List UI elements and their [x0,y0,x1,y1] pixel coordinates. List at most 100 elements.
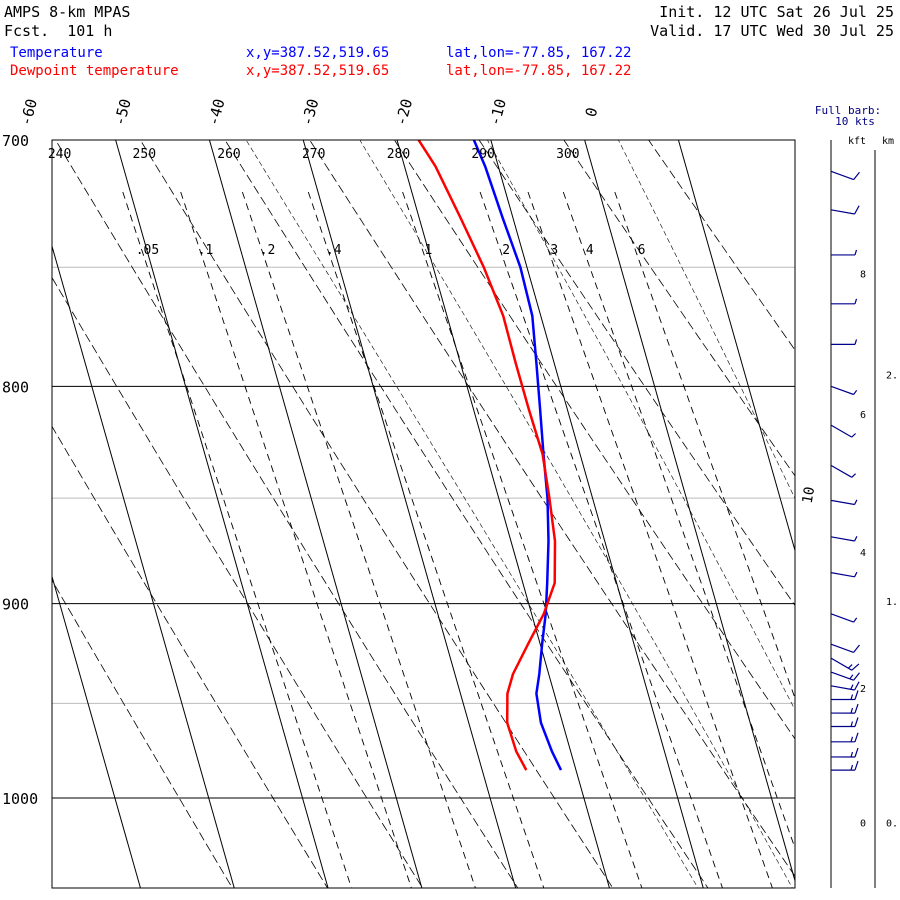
mixing-ratio-label: .2 [260,243,276,258]
isotherm-line [302,140,517,888]
wind-barb [830,499,858,506]
wind-barb [830,339,858,345]
legend-temperature-xy: x,y=387.52,519.65 [246,45,390,61]
moist-adiabat-line [359,140,793,888]
dry-adiabat-line [224,140,709,888]
legend-temperature-name: Temperature [10,45,103,61]
dry-adiabat-line [52,425,328,888]
height-kft-label: 8 [860,270,866,281]
isotherm-line [0,140,47,888]
wind-barb [830,732,859,743]
dry-adiabat-label: 290 [471,147,494,162]
barb-key-line1: Full barb: [815,104,881,117]
legend-dewpoint-xy: x,y=387.52,519.65 [246,63,390,79]
mixing-ratio-line [527,191,773,888]
wind-barb [830,385,858,396]
wind-barb [830,249,858,256]
dry-adiabat-label: 260 [217,147,240,162]
pressure-tick-label: 1000 [2,790,38,808]
height-kft-label: 4 [860,548,866,559]
isotherm-line [490,140,704,888]
moist-adiabat-line [487,140,795,711]
isotherm-tick-label: -30 [298,97,322,128]
isotherm-tick-label: -60 [17,97,41,128]
mixing-ratio-label: 4 [586,243,594,258]
mixing-ratio-label: .4 [326,243,342,258]
wind-barb [830,464,857,478]
mixing-ratio-label: .05 [136,243,159,258]
wind-barb [830,681,860,691]
wind-barb [830,690,859,701]
isotherm-line [52,574,141,888]
wind-barb [830,298,858,305]
moist-adiabat-label: 10 [800,485,819,504]
mixing-ratio-line [562,191,795,850]
wind-barb [830,643,860,653]
wind-barb [830,613,858,623]
moist-adiabat-line [245,140,699,888]
height-kft-label: 2 [860,684,866,695]
mixing-ratio-line [122,191,352,888]
mixing-ratio-label: 2 [502,243,510,258]
isotherm-line [115,140,329,888]
temperature-profile-line [472,140,563,771]
dry-adiabat-line [52,579,233,888]
valid-time: Valid. 17 UTC Wed 30 Jul 25 [650,22,894,40]
isotherm-tick-label: -20 [392,97,416,128]
wind-barb [830,703,859,714]
isotherm-tick-label: -40 [204,97,228,128]
legend-dewpoint-name: Dewpoint temperature [10,63,179,79]
dry-adiabat-line [52,276,424,888]
legend-temperature-latlon: lat,lon=-77.85, 167.22 [446,45,632,61]
dry-adiabat-label: 280 [387,147,410,162]
dry-adiabat-label: 270 [302,147,325,162]
mixing-ratio-line [241,191,476,888]
wind-barb [830,671,860,681]
pressure-tick-label: 700 [2,132,29,150]
height-kft-label: 0 [860,818,866,829]
mixing-ratio-line [402,191,643,888]
wind-barb [830,657,860,671]
dry-adiabat-line [139,140,614,888]
mixing-ratio-line [180,191,412,888]
mixing-ratio-line [307,191,545,888]
dry-adiabat-label: 240 [48,147,71,162]
init-time: Init. 12 UTC Sat 26 Jul 25 [659,3,894,21]
plot-frame [51,139,796,889]
isotherm-tick-label: 0 [582,106,602,119]
model-title: AMPS 8-km MPAS [4,3,131,21]
dry-adiabat-label: 300 [556,147,579,162]
legend-dewpoint-latlon: lat,lon=-77.85, 167.22 [446,63,632,79]
isotherm-tick-label: -10 [486,97,510,128]
dewpoint-profile-line [417,140,557,771]
forecast-hour: Fcst. 101 h [4,22,113,40]
wind-barb [830,747,859,758]
mixing-ratio-line [614,191,795,700]
wind-barb [830,536,858,542]
dry-adiabat-label: 250 [133,147,156,162]
mixing-ratio-label: 6 [638,243,646,258]
height-km-label: 0. [886,818,898,829]
barb-key-line2: 10 kts [835,115,875,128]
dry-adiabat-line [55,140,519,888]
mixing-ratio-label: 1 [425,243,433,258]
isotherm-line [584,140,795,883]
wind-barb [830,571,858,578]
mixing-ratio-label: 3 [550,243,558,258]
kft-axis-title: kft [848,136,866,147]
km-axis-title: km [882,136,894,147]
isotherm-line [52,244,235,888]
isotherm-tick-label: -50 [110,97,134,128]
height-km-label: 2. [886,371,898,382]
isotherm-line [396,140,610,888]
wind-barb [830,760,859,771]
wind-barb [830,424,857,438]
wind-barb [830,205,860,215]
isotherm-line [208,140,423,888]
mixing-ratio-line [479,191,723,888]
isotherm-line [677,140,795,553]
wind-barb [830,170,860,181]
pressure-tick-label: 800 [2,378,29,396]
wind-barb [830,717,859,728]
